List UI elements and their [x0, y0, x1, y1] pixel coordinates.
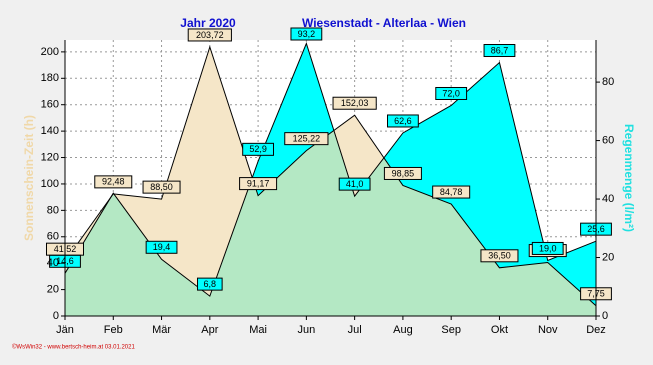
data-label-box [290, 27, 323, 41]
x-tick-label: Dez [586, 324, 606, 336]
data-label: 62,6 [387, 114, 419, 128]
data-label: 125,22 [284, 132, 329, 146]
y-tick-label: 200 [41, 46, 59, 58]
data-label-text: 41,0 [346, 179, 364, 189]
y2-tick-label: 80 [602, 76, 614, 88]
x-tick-label: Jän [56, 324, 74, 336]
data-label: 91,17 [239, 177, 278, 191]
x-tick-label: Sep [441, 324, 461, 336]
y-tick-label: 20 [47, 283, 59, 295]
data-label: 152,03 [332, 96, 377, 110]
data-label-box [483, 44, 516, 58]
data-label-text: 72,0 [442, 88, 460, 98]
data-label: 98,85 [383, 166, 422, 180]
y2-tick-label: 40 [602, 193, 614, 205]
data-label-box [435, 86, 468, 100]
data-label: 19,0 [531, 241, 564, 255]
x-tick-label: Jun [297, 324, 315, 336]
data-label-text: 92,48 [102, 177, 125, 187]
data-label-text: 62,6 [394, 116, 412, 126]
x-tick-label: Mai [249, 324, 267, 336]
x-tick-label: Nov [538, 324, 558, 336]
data-label: 72,0 [435, 86, 468, 100]
data-label: 6,8 [197, 277, 223, 291]
title-year: Jahr 2020 [180, 16, 236, 30]
x-tick-label: Apr [201, 324, 218, 336]
data-label-text: 203,72 [196, 30, 224, 40]
data-label-box [284, 132, 329, 146]
data-label-box [197, 277, 223, 291]
data-label-box [142, 180, 181, 194]
data-label-text: 19,4 [153, 242, 171, 252]
data-label-box [332, 96, 377, 110]
data-label: 41,0 [338, 177, 371, 191]
series-line [64, 45, 597, 307]
data-label-box [145, 240, 178, 254]
data-label-text: 86,7 [491, 45, 509, 55]
y-tick-label: 160 [41, 99, 59, 111]
data-label-box [531, 241, 564, 255]
data-label-box [432, 185, 471, 199]
data-label-text: 152,03 [341, 98, 369, 108]
y-tick-label: 180 [41, 72, 59, 84]
data-label: 36,50 [480, 249, 519, 263]
data-label-text: 19,0 [539, 243, 557, 253]
y-tick-label: 40 [47, 257, 59, 269]
data-label-text: 36,50 [488, 251, 511, 261]
data-label-text: 84,78 [440, 187, 463, 197]
x-tick-label: Aug [393, 324, 413, 336]
data-label-box [94, 175, 133, 189]
y2-tick-label: 0 [602, 310, 608, 322]
y2-axis-label: Regenmenge (l/m²) [622, 124, 636, 232]
title-location: Wiesenstadt - Alterlaa - Wien [302, 16, 466, 30]
data-label: 19,4 [145, 240, 178, 254]
data-label: 86,7 [483, 44, 516, 58]
data-label-box [387, 114, 419, 128]
y-axis-label: Sonnenschein-Zeit (h) [22, 115, 36, 241]
data-label-box [338, 177, 371, 191]
data-label-text: 52,9 [249, 144, 267, 154]
x-tick-label: Jul [348, 324, 362, 336]
data-label-text: 98,85 [392, 168, 415, 178]
data-label: 84,78 [432, 185, 471, 199]
data-label: 88,50 [142, 180, 181, 194]
y2-tick-label: 60 [602, 134, 614, 146]
data-label-text: 91,17 [247, 178, 270, 188]
x-tick-label: Okt [491, 324, 508, 336]
x-tick-label: Feb [104, 324, 123, 336]
data-label-text: 125,22 [293, 134, 321, 144]
y-tick-label: 100 [41, 178, 59, 190]
y-tick-label: 120 [41, 151, 59, 163]
y2-tick-label: 20 [602, 251, 614, 263]
data-label-text: 93,2 [298, 29, 316, 39]
data-label-box [239, 177, 278, 191]
data-label: 92,48 [94, 175, 133, 189]
y-tick-label: 140 [41, 125, 59, 137]
y-tick-label: 0 [53, 310, 59, 322]
data-label: 203,72 [187, 28, 232, 42]
data-label-box [383, 166, 422, 180]
data-label-text: 88,50 [150, 182, 173, 192]
footer: ©WsWin32 - www.bertsch-heim.at 03.01.202… [12, 344, 135, 351]
data-label: 93,2 [290, 27, 323, 41]
data-label-box [187, 28, 232, 42]
data-label-text: 6,8 [204, 279, 217, 289]
data-label-box [242, 142, 274, 156]
data-label: 52,9 [242, 142, 274, 156]
x-tick-label: Mär [152, 324, 171, 336]
data-label-box [480, 249, 519, 263]
y-tick-label: 80 [47, 204, 59, 216]
y-tick-label: 60 [47, 231, 59, 243]
